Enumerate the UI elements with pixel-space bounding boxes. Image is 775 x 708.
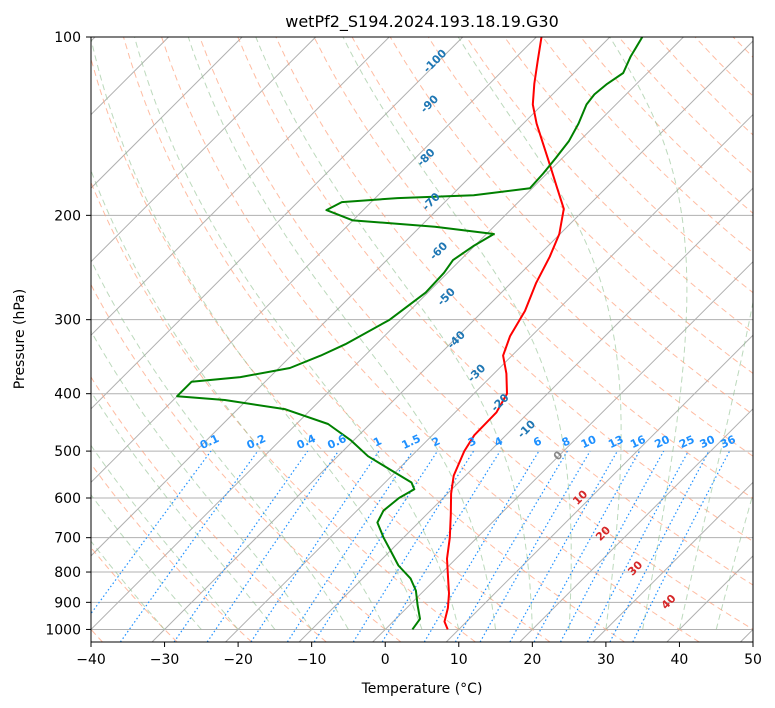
isotherm-line (91, 37, 684, 631)
moist-adiabat (91, 444, 239, 630)
dry-adiabat (161, 37, 700, 642)
isotherm-line (519, 408, 753, 642)
dry-adiabat (91, 56, 551, 642)
mixing-ratio-lines (91, 450, 731, 642)
dry-adiabat (123, 37, 625, 642)
isotherm-line (225, 113, 753, 642)
moist-adiabat (255, 37, 533, 630)
y-tick-label: 800 (54, 565, 81, 581)
y-axis-title: Pressure (hPa) (12, 289, 28, 389)
moist-adiabat (715, 492, 753, 630)
moist-adiabat (342, 37, 572, 630)
isotherm-line (91, 37, 317, 263)
moist-adiabats (91, 37, 753, 630)
moist-adiabat (457, 37, 622, 630)
mixing-ratio-line (91, 450, 212, 615)
y-tick-label: 400 (54, 387, 81, 403)
y-tick-label: 100 (54, 30, 81, 46)
isotherm-line (91, 37, 464, 410)
moist-adiabat (91, 169, 386, 630)
moist-adiabat (91, 390, 276, 630)
mixing-ratio-label: 13 (606, 433, 625, 451)
mixing-ratio-label: 10 (579, 433, 599, 451)
y-tick-label: 200 (54, 208, 81, 224)
x-axis-title: Temperature (°C) (361, 681, 483, 697)
dry-adiabat (199, 37, 753, 630)
mixing-ratio-label: 20 (653, 433, 673, 451)
isotherm-line (91, 37, 537, 484)
temperature-profile-line (443, 37, 565, 630)
x-tick-label: 20 (523, 652, 541, 668)
moist-adiabat (91, 259, 349, 630)
x-tick-label: −20 (223, 652, 253, 668)
dry-adiabat (237, 37, 753, 586)
mixing-ratio-line (533, 450, 641, 642)
moist-adiabat (134, 37, 460, 630)
x-tick-label: 30 (597, 652, 615, 668)
y-tick-label: 700 (54, 531, 81, 547)
moist-adiabat (91, 37, 423, 630)
x-tick-label: 40 (671, 652, 689, 668)
isotherm-line (91, 37, 390, 336)
x-tick-label: −30 (150, 652, 180, 668)
isotherm-line (445, 334, 753, 642)
y-tick-label: 300 (54, 313, 81, 329)
mixing-ratio-line (173, 450, 309, 642)
moist-adiabat (187, 37, 497, 630)
chart-title: wetPf2_S194.2024.193.18.19.G30 (285, 12, 559, 32)
isotherm-line (91, 37, 611, 557)
moist-adiabat (609, 37, 688, 630)
dry-adiabat (91, 376, 327, 642)
mixing-ratio-line (206, 450, 339, 642)
dewpoint-profile-line (176, 37, 644, 630)
x-tick-label: −10 (297, 652, 327, 668)
y-tick-label: 1000 (45, 622, 81, 638)
mixing-ratio-line (381, 450, 501, 642)
y-tick-label: 500 (54, 444, 81, 460)
moist-adiabat (678, 299, 753, 630)
dry-adiabat (275, 37, 753, 542)
x-tick-label: 10 (450, 652, 468, 668)
y-tick-label: 900 (54, 595, 81, 611)
x-tick-label: 50 (744, 652, 762, 668)
mixing-ratio-line (313, 450, 438, 642)
axis-ticks: −40 −30 −20 −10 0 10 20 30 40 50 100 200 300 400 500 60… (45, 30, 762, 668)
mixing-ratio-line (119, 450, 259, 642)
isotherm-line (91, 37, 243, 189)
mixing-ratio-line (632, 450, 731, 642)
x-tick-label: −40 (76, 652, 106, 668)
profile-lines (176, 37, 644, 630)
x-tick-label: 0 (381, 652, 390, 668)
isotherm-line (151, 40, 753, 642)
moist-adiabat (91, 493, 202, 630)
y-tick-label: 600 (54, 491, 81, 507)
mixing-ratio-label: 36 (718, 433, 738, 451)
mixing-ratio-label: 25 (677, 433, 696, 451)
mixing-ratio-line (559, 450, 665, 642)
plot-frame (90, 36, 754, 643)
isotherm-line (372, 260, 753, 642)
isotherm-line (592, 481, 753, 642)
mixing-ratio-label: 16 (628, 433, 648, 451)
dry-adiabat (313, 37, 753, 500)
mixing-ratio-label: 30 (698, 433, 718, 451)
moist-adiabat (91, 540, 165, 630)
moist-adiabat (91, 330, 313, 630)
mixing-ratio-line (352, 450, 475, 642)
mixing-ratio-line (509, 450, 618, 642)
mixing-ratio-line (250, 450, 380, 642)
mixing-ratio-line (286, 450, 414, 642)
dry-adiabat (91, 463, 253, 642)
dry-adiabats (91, 37, 753, 642)
